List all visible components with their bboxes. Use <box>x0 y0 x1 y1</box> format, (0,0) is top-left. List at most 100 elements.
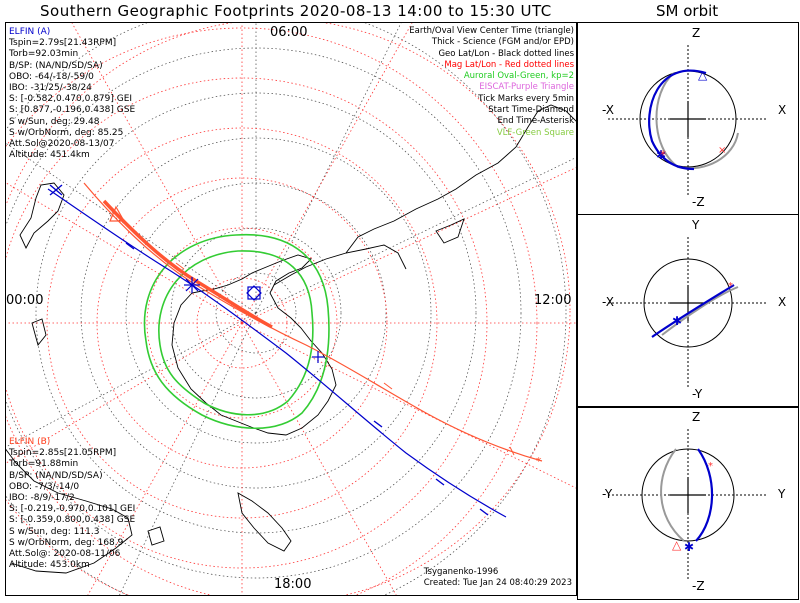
svg-text:*: * <box>708 461 713 472</box>
sm-xy-left-label: -X <box>602 295 614 309</box>
sm-xz-left-label: -X <box>602 103 614 117</box>
credit-block: Tsyganenko-1996 Created: Tue Jan 24 08:4… <box>424 567 572 589</box>
elfin-b-line: S w/OrbNorm, deg: 168.9 <box>9 537 124 548</box>
svg-text:✱: ✱ <box>672 314 682 328</box>
antarctic-peninsula <box>273 244 407 286</box>
elfin-b-line: Tspin=2.85s[21.05RPM] <box>9 448 117 459</box>
sm-panel-yz-plot: ✱ * △ <box>608 429 768 579</box>
plot-title: Southern Geographic Footprints 2020-08-1… <box>40 2 552 20</box>
elfin-a-line: B/SP: (NA/ND/SD/SA) <box>9 60 103 71</box>
sm-panel-xy-plot: ✱ * <box>608 237 768 387</box>
legend-item: EISCAT-Purple Triangle <box>479 82 574 93</box>
elfin-b-end-asterisk: * <box>536 455 542 468</box>
tasmania-coastline <box>147 526 165 546</box>
sm-yz-top-label: Z <box>692 410 701 424</box>
legend-item: Earth/Oval View Center Time (triangle) <box>409 26 574 36</box>
sm-panel-xy: ✱ * Y -Y -X X <box>577 214 799 408</box>
model-label: Tsyganenko-1996 <box>423 567 499 577</box>
sm-xy-top-label: Y <box>692 218 700 232</box>
elfin-b-science <box>102 199 273 329</box>
australia-coastline <box>6 448 133 574</box>
svg-text:△: △ <box>672 538 682 552</box>
legend-item: Geo Lat/Lon - Black dotted lines <box>438 48 574 59</box>
svg-text:×: × <box>718 145 726 156</box>
elfin-b-line: Att.Sol@: 2020-08-11/06 <box>9 549 121 560</box>
elfin-a-line: S w/Sun, deg: 29.48 <box>9 116 100 127</box>
auroral-oval <box>143 233 330 429</box>
elfin-b-line: IBO: -8/9/-17/2 <box>9 493 75 504</box>
sm-yz-bottom-label: -Z <box>692 579 705 593</box>
legend-item: Auroral Oval-Green, kp=2 <box>463 71 574 82</box>
elfin-a-line: Altitude: 451.4km <box>9 150 90 161</box>
falklands-coastline <box>435 218 465 244</box>
elfin-a-line: Att.Sol@2020-08-13/07 <box>9 139 115 150</box>
svg-text:△: △ <box>698 68 708 82</box>
sm-xz-right-label: X <box>778 103 787 117</box>
elfin-b-header: ELFIN (B) <box>9 437 51 447</box>
vlf-green-square <box>247 286 261 300</box>
sm-orbit-title: SM orbit <box>656 2 719 20</box>
sm-panel-yz: ✱ * △ Z -Z -Y Y <box>577 406 799 600</box>
sm-xz-top-label: Z <box>692 26 701 40</box>
hour-label-bottom: 18:00 <box>274 577 312 592</box>
new-zealand-coastline <box>237 492 292 552</box>
sm-xy-right-label: X <box>778 295 787 309</box>
elfin-b-line: S: [-0.359,0.800,0.438] GSE <box>9 515 136 526</box>
mag-longitude-lines <box>6 23 576 595</box>
sm-yz-right-label: Y <box>778 487 786 501</box>
created-label: Created: Tue Jan 24 08:40:29 2023 <box>423 578 572 588</box>
elfin-a-asterisk <box>184 277 200 293</box>
sm-panel-xz-plot: △ ✱ * × <box>608 45 768 195</box>
elfin-a-line: Torb=92.03min <box>9 49 79 60</box>
footprint-map-panel: * 06:00 00:00 12:00 18:00 ELF <box>5 22 577 596</box>
elfin-b-line: S w/Sun, deg: 111.3 <box>9 526 100 537</box>
svg-text:*: * <box>728 281 733 292</box>
legend-item: VLF-Green Square <box>496 127 574 138</box>
elfin-a-science-asterisk <box>312 351 324 363</box>
elfin-b-ticks <box>175 262 515 456</box>
antarctica-coastline <box>171 254 337 436</box>
legend-item: Thick - Science (FGM and/or EPD) <box>431 37 574 48</box>
africa-coastline <box>19 182 65 250</box>
elfin-b-line: OBO: -7/3/-14/0 <box>9 481 80 492</box>
elfin-b-line: Torb=91.88min <box>9 459 79 470</box>
elfin-b-line: B/SP: (NA/ND/SD/SA) <box>9 470 103 481</box>
legend: Earth/Oval View Center Time (triangle) T… <box>409 26 574 139</box>
sm-xz-bottom-label: -Z <box>692 195 705 209</box>
elfin-a-start-diamond <box>246 285 262 301</box>
hour-label-top: 06:00 <box>270 25 308 40</box>
legend-item: Start Time-Diamond <box>488 105 574 116</box>
svg-text:✱: ✱ <box>684 540 694 554</box>
elfin-b-track <box>83 182 543 462</box>
elfin-b-line: S: [-0.219,-0.970,0.101] GEI <box>9 504 136 515</box>
hour-label-right: 12:00 <box>534 293 572 308</box>
svg-text:✱: ✱ <box>656 148 666 162</box>
footprint-map: * <box>6 23 576 595</box>
sm-yz-left-label: -Y <box>602 487 613 501</box>
auroral-oval-outer <box>143 233 330 429</box>
elfin-a-track <box>47 188 507 518</box>
elfin-a-line: S: [0.877,-0.196,0.438] GSE <box>9 105 136 116</box>
svg-text:*: * <box>660 148 666 162</box>
elfin-a-header: ELFIN (A) <box>9 27 51 37</box>
map-boundary <box>6 23 571 595</box>
elfin-a-line: S w/OrbNorm, deg: 85.25 <box>9 127 124 138</box>
elfin-b-info: ELFIN (B) Tspin=2.85s[21.05RPM] Torb=91.… <box>9 437 135 571</box>
auroral-oval-inner <box>158 250 314 416</box>
elfin-b-line: Altitude: 453.0km <box>9 560 90 571</box>
sm-xy-bottom-label: -Y <box>692 387 703 401</box>
elfin-a-line: OBO: -64/-18/-59/0 <box>9 71 94 82</box>
madagascar-coastline <box>31 318 47 346</box>
legend-item: End Time-Asterisk <box>497 116 574 127</box>
elfin-a-line: IBO: -31/25/-38/24 <box>9 83 92 94</box>
elfin-b-view-triangle <box>109 205 126 222</box>
south-america-coastline <box>345 104 576 254</box>
legend-item: Tick Marks every 5min <box>478 93 574 104</box>
sm-panel-xz: △ ✱ * × Z -Z -X X <box>577 22 799 215</box>
elfin-a-info: ELFIN (A) Tspin=2.79s[21.43RPM] Torb=92.… <box>9 27 135 161</box>
elfin-a-line: Tspin=2.79s[21.43RPM] <box>9 38 117 49</box>
elfin-a-line: S: [-0.582,0.470,0.879] GEI <box>9 94 133 105</box>
legend-item: Mag Lat/Lon - Red dotted lines <box>444 59 574 70</box>
elfin-a-ticks <box>49 184 489 516</box>
hour-label-left: 00:00 <box>6 293 44 308</box>
